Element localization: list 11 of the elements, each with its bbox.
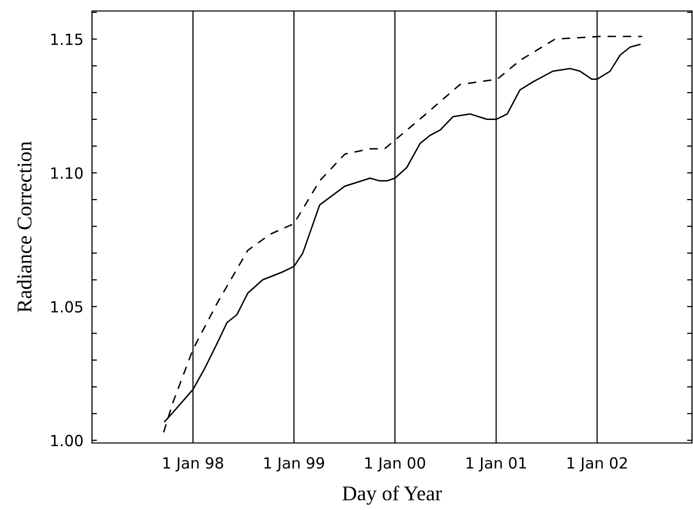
y-tick-label: 1.00 bbox=[51, 434, 83, 446]
y-tick-label: 1.10 bbox=[51, 167, 83, 179]
x-axis-title: Day of Year bbox=[342, 486, 442, 505]
y-tick-label: 1.05 bbox=[51, 301, 82, 313]
x-tick-label: 1 Jan 99 bbox=[264, 457, 324, 472]
x-tick-label: 1 Jan 00 bbox=[365, 457, 426, 472]
x-tick-label: 1 Jan 98 bbox=[163, 457, 224, 472]
y-axis-title: Radiance Correction bbox=[16, 141, 32, 312]
y-tick-label: 1.15 bbox=[51, 34, 82, 46]
x-tick-label: 1 Jan 01 bbox=[466, 457, 526, 472]
x-tick-label: 1 Jan 02 bbox=[568, 457, 627, 472]
